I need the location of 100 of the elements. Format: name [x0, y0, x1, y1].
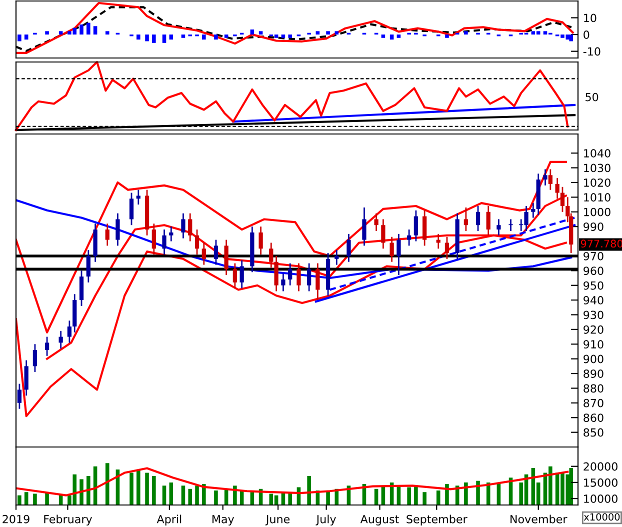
- x-tick-label: February: [44, 514, 92, 526]
- candlestick: [422, 210, 427, 246]
- candlestick: [390, 236, 394, 263]
- bar: [381, 34, 386, 38]
- candlestick: [214, 239, 218, 266]
- bar: [45, 31, 49, 35]
- candlestick: [274, 255, 278, 292]
- bar: [390, 34, 394, 40]
- bar: [93, 26, 98, 35]
- bar: [258, 31, 263, 35]
- y-tick-label: 15000: [584, 478, 618, 487]
- candlestick: [116, 212, 120, 246]
- bar: [396, 34, 401, 38]
- bar: [214, 34, 218, 40]
- candlestick: [24, 360, 28, 396]
- bar: [145, 34, 149, 42]
- y-tick-label: 1000: [584, 208, 610, 216]
- candlestick: [269, 242, 274, 268]
- x-tick-label: 2019: [2, 514, 30, 524]
- candlestick: [32, 343, 38, 373]
- x-tick-label: July: [316, 514, 336, 526]
- bar: [152, 34, 156, 43]
- candlestick: [476, 205, 480, 232]
- line-series: [16, 467, 569, 496]
- bar: [169, 34, 174, 40]
- candlestick: [169, 226, 174, 242]
- candlestick: [381, 218, 386, 250]
- candlestick: [296, 262, 301, 292]
- bar: [162, 34, 166, 43]
- y-tick-label: 10000: [584, 494, 618, 503]
- y-tick-label: 1010: [584, 193, 610, 202]
- candlestick: [406, 228, 412, 246]
- candlestick: [486, 205, 490, 236]
- candlestick: [79, 270, 84, 307]
- bar: [224, 34, 228, 38]
- bar: [316, 31, 320, 35]
- candlestick: [281, 272, 286, 292]
- candlestick: [58, 330, 63, 350]
- bar: [181, 34, 186, 38]
- x-tick-label: May: [212, 515, 234, 526]
- candlestick: [288, 262, 292, 286]
- bar: [288, 34, 292, 38]
- candlestick: [396, 233, 401, 276]
- y-tick-label: -10: [583, 47, 600, 56]
- candlestick: [464, 206, 468, 232]
- candlestick: [496, 218, 501, 236]
- candlestick: [362, 206, 366, 246]
- candlestick: [334, 249, 339, 266]
- candlestick: [67, 320, 72, 344]
- candlestick: [555, 177, 560, 200]
- y-tick-label: 1040: [584, 149, 610, 158]
- y-tick-label: 990: [584, 222, 604, 231]
- bar: [569, 34, 573, 42]
- candlestick: [346, 233, 351, 263]
- candlestick: [531, 202, 536, 218]
- candlestick: [188, 212, 192, 242]
- y-tick-label: 910: [584, 340, 604, 349]
- y-tick-label: 860: [584, 414, 604, 422]
- candlestick: [194, 228, 200, 256]
- bar: [464, 31, 468, 35]
- candlestick: [258, 226, 263, 256]
- y-tick-label: 970: [584, 252, 604, 260]
- candlestick: [105, 222, 110, 246]
- bar: [105, 31, 110, 35]
- line-series: [16, 160, 567, 334]
- candlestick: [224, 239, 228, 276]
- bar: [86, 22, 90, 35]
- bar: [58, 31, 63, 35]
- bar: [281, 34, 286, 38]
- bar: [24, 34, 28, 40]
- y-tick-label: 880: [584, 384, 604, 393]
- candlestick: [17, 383, 22, 410]
- y-tick-label: 920: [584, 325, 604, 334]
- candlestick: [129, 192, 134, 226]
- candlestick: [44, 336, 50, 357]
- candlestick: [202, 242, 206, 266]
- y-tick-label: 870: [584, 398, 604, 408]
- candlestick: [374, 212, 378, 232]
- candlestick: [560, 186, 565, 213]
- candlestick: [414, 210, 418, 242]
- y-tick-label: 850: [584, 428, 604, 437]
- y-tick-label: 1020: [584, 178, 610, 187]
- candlestick: [508, 218, 513, 232]
- y-tick-label: 930: [584, 310, 604, 320]
- x-tick-label: June: [265, 515, 290, 526]
- text: x10000: [584, 513, 620, 521]
- text: 50: [586, 92, 598, 102]
- bar: [445, 34, 449, 38]
- x-tick-label: April: [156, 514, 182, 526]
- candlestick: [307, 262, 312, 292]
- x-tick-label: November: [510, 514, 568, 524]
- candlestick: [86, 249, 90, 284]
- bar: [18, 34, 22, 42]
- y-tick-label: 1030: [584, 164, 610, 172]
- y-tick-label: 10: [584, 14, 596, 22]
- bar: [80, 24, 84, 35]
- y-tick-label: 900: [584, 354, 604, 364]
- y-tick-label: 0: [584, 30, 590, 39]
- candlestick: [232, 262, 238, 289]
- candlestick: [543, 168, 548, 186]
